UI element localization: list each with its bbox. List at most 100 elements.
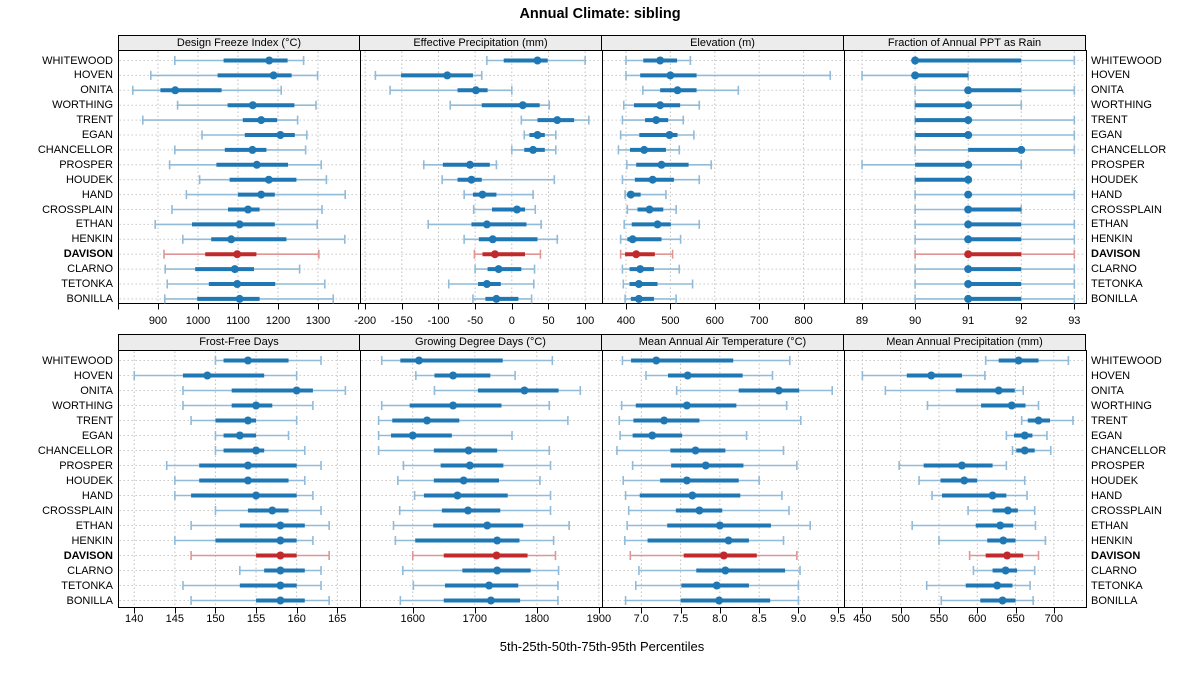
whisker-row-HOVEN	[861, 70, 969, 80]
whisker-row-WHITEWOOD	[486, 56, 586, 65]
whisker-row-CHANCELLOR	[1011, 446, 1052, 455]
whisker-row-HOUDEK	[198, 175, 328, 185]
gridlines	[119, 51, 359, 303]
whisker-row-HOVEN	[415, 371, 516, 380]
site-label-right-prosper: PROSPER	[1091, 459, 1145, 472]
site-label-right-tetonka: TETONKA	[1091, 579, 1143, 592]
whisker-row-CROSSPLAIN	[967, 506, 1036, 515]
site-label-right-bonilla: BONILLA	[1091, 292, 1138, 305]
site-label-left-ethan: ETHAN	[75, 218, 113, 231]
whisker-row-EGAN	[523, 130, 557, 140]
site-label-right-hand: HAND	[1091, 489, 1123, 502]
whisker-row-EGAN	[377, 431, 513, 440]
whisker-row-DAVISON	[914, 249, 1076, 259]
whisker-row-HOUDEK	[918, 476, 1026, 485]
panel-2	[602, 50, 845, 310]
x-axis-ticks	[134, 607, 338, 614]
x-tick-label: 400	[616, 315, 636, 327]
site-label-left-ethan: ETHAN	[75, 519, 113, 532]
x-tick-label: 900	[148, 315, 168, 327]
whisker-row-WHITEWOOD	[214, 356, 322, 365]
x-tick-label: 145	[165, 613, 185, 625]
whisker-row-DAVISON	[163, 249, 320, 259]
site-label-left-hoven: HOVEN	[73, 69, 113, 82]
x-axis-ticks	[626, 303, 805, 310]
x-tick-label: 600	[705, 315, 724, 327]
whisker-row-CROSSPLAIN	[627, 506, 790, 515]
site-label-right-clarno: CLARNO	[1091, 564, 1137, 577]
gridlines	[603, 51, 843, 303]
whisker-row-BONILLA	[914, 294, 1076, 304]
whisker-row-HAND	[463, 190, 534, 200]
site-label-left-clarno: CLARNO	[67, 564, 113, 577]
x-tick-label: 91	[962, 315, 975, 327]
whisker-row-PROSPER	[626, 160, 713, 170]
site-label-left-whitewood: WHITEWOOD	[42, 54, 113, 67]
whisker-row-WHITEWOOD	[984, 356, 1070, 365]
panel-strip-title: Fraction of Annual PPT as Rain	[887, 36, 1042, 49]
whisker-row-WORTHING	[176, 100, 317, 110]
whisker-row-DAVISON	[968, 551, 1040, 560]
site-label-left-hoven: HOVEN	[73, 369, 113, 382]
site-label-right-hoven: HOVEN	[1091, 69, 1131, 82]
site-label-right-onita: ONITA	[1091, 84, 1124, 97]
whisker-row-CROSSPLAIN	[214, 506, 322, 515]
site-label-left-onita: ONITA	[80, 384, 113, 397]
whisker-row-TETONKA	[622, 279, 694, 289]
site-label-left-bonilla: BONILLA	[66, 292, 113, 305]
whisker-row-BONILLA	[940, 596, 1034, 605]
site-label-left-egan: EGAN	[81, 429, 113, 442]
whisker-row-WORTHING	[926, 401, 1040, 410]
site-label-left-trent: TRENT	[76, 114, 113, 127]
site-label-left-prosper: PROSPER	[59, 459, 113, 472]
whisker-row-CLARNO	[621, 264, 681, 274]
whisker-row-TETONKA	[182, 581, 322, 590]
x-tick-label: 100	[575, 315, 595, 327]
whisker-row-HOUDEK	[621, 175, 701, 185]
whisker-row-HENKIN	[914, 234, 1076, 244]
whisker-row-CLARNO	[402, 566, 560, 575]
site-label-right-henkin: HENKIN	[1091, 233, 1133, 246]
whisker-row-DAVISON	[473, 249, 542, 259]
whisker-row-DAVISON	[190, 551, 330, 560]
whisker-row-PROSPER	[165, 461, 322, 470]
x-tick-label: 93	[1068, 315, 1081, 327]
site-label-right-prosper: PROSPER	[1091, 158, 1145, 171]
whisker-row-HOVEN	[150, 70, 319, 80]
whisker-row-BONILLA	[399, 596, 559, 605]
whisker-row-WHITEWOOD	[380, 356, 554, 365]
site-label-right-trent: TRENT	[1091, 414, 1128, 427]
whisker-row-ETHAN	[154, 219, 319, 229]
x-tick-label: 50	[542, 315, 555, 327]
x-tick-label: 650	[1006, 613, 1025, 625]
site-label-right-clarno: CLARNO	[1091, 263, 1137, 276]
whisker-row-HENKIN	[623, 536, 785, 545]
site-label-right-chancellor: CHANCELLOR	[1091, 143, 1167, 156]
whisker-row-HAND	[914, 190, 1076, 200]
gridlines	[119, 351, 359, 607]
whisker-row-PROSPER	[861, 160, 1023, 170]
whisker-row-WORTHING	[914, 100, 1023, 110]
site-label-left-whitewood: WHITEWOOD	[42, 354, 113, 367]
whisker-row-HENKIN	[619, 234, 682, 244]
x-tick-label: 1100	[226, 315, 250, 327]
whisker-row-PROSPER	[168, 160, 323, 170]
x-tick-label: 450	[853, 613, 872, 625]
site-label-right-davison: DAVISON	[1091, 549, 1141, 562]
site-label-right-egan: EGAN	[1091, 129, 1123, 141]
panel-6	[602, 350, 845, 614]
panel-3	[844, 50, 1087, 310]
panel-4	[118, 350, 361, 614]
site-label-left-tetonka: TETONKA	[61, 278, 113, 290]
x-tick-label: 7.0	[633, 613, 649, 625]
x-tick-label: 89	[855, 315, 869, 327]
whisker-row-ONITA	[675, 386, 834, 395]
site-label-right-bonilla: BONILLA	[1091, 594, 1138, 607]
whisker-row-WORTHING	[449, 100, 551, 110]
whisker-row-ONITA	[389, 85, 513, 95]
whisker-row-ONITA	[132, 85, 283, 95]
whisker-row-PROSPER	[631, 461, 798, 470]
site-label-right-ethan: ETHAN	[1091, 519, 1129, 532]
panel-strip-title: Design Freeze Index (°C)	[176, 36, 302, 49]
whisker-row-HOUDEK	[914, 175, 973, 185]
